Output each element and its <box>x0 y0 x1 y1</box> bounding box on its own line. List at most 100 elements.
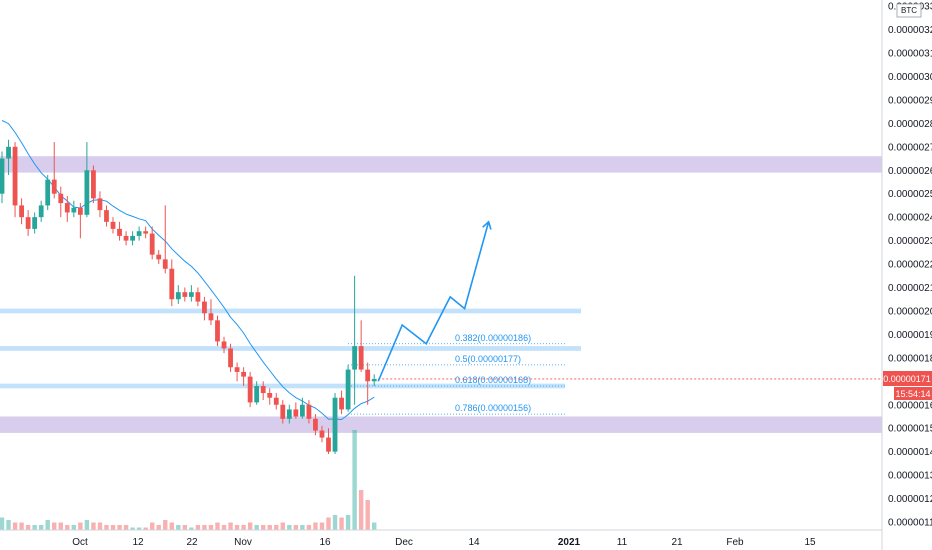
candle-body <box>97 198 103 211</box>
candle-body <box>254 385 260 403</box>
volume-bar <box>169 522 174 530</box>
volume-bar <box>65 525 70 530</box>
price-tick-label: 0.00000260 <box>888 166 932 177</box>
projection-arrowhead <box>482 220 492 230</box>
price-tick-label: 0.00000280 <box>888 119 932 130</box>
price-tick-label: 0.00000180 <box>888 353 932 364</box>
volume-bar <box>287 525 292 530</box>
time-tick-label: 16 <box>319 537 331 548</box>
price-tick-label: 0.00000110 <box>888 518 932 529</box>
fib-label: 0.618(0.00000168) <box>455 375 531 385</box>
volume-bar <box>319 522 325 530</box>
candle-body <box>123 235 129 241</box>
time-tick-label: Feb <box>726 537 744 548</box>
price-tick-label: 0.00000160 <box>888 400 932 411</box>
volume-bar <box>38 525 44 530</box>
volume-bar <box>143 527 148 530</box>
candle-body <box>234 367 240 372</box>
ma-layer <box>1 120 375 421</box>
candle-body <box>19 205 24 218</box>
unit-label: BTC <box>901 6 917 15</box>
candle-body <box>345 369 351 410</box>
price-tick-label: 0.00000200 <box>888 306 932 317</box>
volume-bar <box>58 522 63 530</box>
candle-body <box>84 170 90 215</box>
candle-body <box>195 292 201 302</box>
volume-bar <box>247 522 253 530</box>
volume-bar <box>241 525 246 530</box>
candle-body <box>58 193 64 204</box>
fib-layer: 0.382(0.00000186) 0.5(0.00000177) 0.618(0.… <box>348 333 882 415</box>
volume-bar <box>52 522 57 530</box>
zones-layer <box>0 156 882 433</box>
volume-bar <box>19 522 24 530</box>
candle-body <box>104 210 109 222</box>
candle-body <box>299 404 305 417</box>
volume-bar <box>365 500 370 530</box>
volume-bar <box>110 525 116 530</box>
volume-bar <box>234 525 240 530</box>
volume-bar <box>300 525 305 530</box>
price-tick-label: 0.00000130 <box>888 471 932 482</box>
candle-body <box>25 217 31 229</box>
price-tick-label: 0.00000310 <box>888 49 932 60</box>
price-tick-label: 0.00000300 <box>888 72 932 83</box>
candle-body <box>293 409 299 417</box>
candle-body <box>358 346 364 370</box>
volume-bar <box>221 525 227 530</box>
volume-bar <box>84 520 90 530</box>
volume-bar <box>345 515 351 530</box>
price-tick-label: 0.00000220 <box>888 260 932 271</box>
candle-body <box>71 207 77 213</box>
unit-badge: BTC <box>896 3 922 18</box>
zone-blue <box>0 308 581 314</box>
countdown-badge-bg <box>894 387 932 400</box>
volume-bar <box>136 527 142 530</box>
current-price-label: 0.00000171 <box>883 374 931 384</box>
candle-body <box>169 268 175 300</box>
zone-purple <box>0 416 882 433</box>
volume-bar <box>358 490 364 530</box>
candle-body <box>215 320 220 342</box>
price-tick-label: 0.00000150 <box>888 424 932 435</box>
time-tick-label: 21 <box>671 537 683 548</box>
price-tick-label: 0.00000120 <box>888 494 932 505</box>
candle-body <box>326 437 331 452</box>
volume-layer <box>0 430 377 530</box>
candle-body <box>32 217 38 229</box>
volume-bar <box>195 525 201 530</box>
price-tick-label: 0.00000140 <box>888 447 932 458</box>
price-axis[interactable]: 0.000003300.000003200.000003100.00000300… <box>888 2 932 529</box>
fib-label: 0.786(0.00000156) <box>455 403 531 413</box>
time-tick-label: Oct <box>72 537 88 548</box>
candle-body <box>38 205 44 218</box>
volume-bar <box>149 522 155 530</box>
candle-body <box>77 207 83 215</box>
candle-body <box>175 292 181 300</box>
time-axis[interactable]: Oct 12 22 Nov 16 Dec 14 2021 11 21 Feb 15 <box>72 537 816 548</box>
fib-label: 0.5(0.00000177) <box>455 354 521 364</box>
candle-body <box>162 259 168 269</box>
time-tick-label: 14 <box>468 537 480 548</box>
volume-bar <box>176 525 181 530</box>
candle-body <box>306 404 312 419</box>
volume-bar <box>163 520 168 530</box>
price-tick-label: 0.00000210 <box>888 283 932 294</box>
candle-body <box>241 371 247 377</box>
volume-bar <box>91 522 96 530</box>
candle-body <box>221 341 227 349</box>
candle-body <box>332 397 338 452</box>
time-tick-label: 12 <box>132 537 144 548</box>
volume-bar <box>104 525 109 530</box>
volume-bar <box>130 527 135 530</box>
candle-body <box>156 254 162 260</box>
volume-bar <box>274 525 279 530</box>
time-tick-label: Dec <box>395 537 413 548</box>
candle-body <box>182 292 188 297</box>
candle-body <box>202 301 207 314</box>
time-tick-label: Nov <box>234 537 252 548</box>
candle-body <box>319 430 325 438</box>
candle-body <box>64 203 70 213</box>
volume-bar <box>326 517 331 530</box>
